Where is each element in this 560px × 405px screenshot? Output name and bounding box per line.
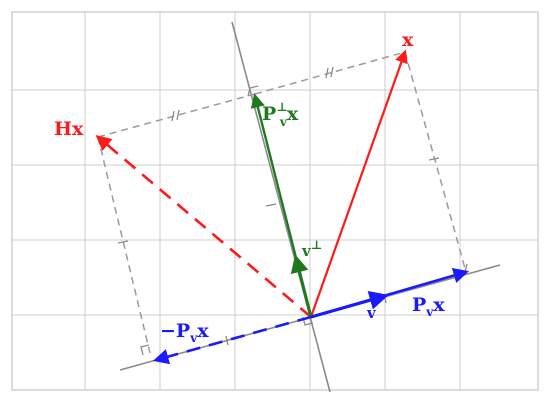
construction-lines (97, 51, 467, 354)
label-v-perp: v⊥ (301, 238, 322, 260)
perp-line (231, 21, 331, 393)
label-proj-x: Pvx (412, 294, 445, 319)
frame (11, 11, 539, 391)
label-v: v (366, 304, 377, 322)
label-hx: Hx (54, 118, 84, 140)
vector-hx (95, 134, 312, 318)
vector-x (309, 49, 408, 318)
vector-v-perp (290, 254, 313, 318)
vector-neg-proj-x (152, 315, 312, 365)
grid (12, 12, 538, 390)
vector-v (310, 290, 389, 319)
label-proj-perp-x: P⊥ vx (262, 100, 299, 129)
label-x: x (402, 29, 414, 51)
label-neg-proj-x: −Pvx (160, 320, 209, 345)
